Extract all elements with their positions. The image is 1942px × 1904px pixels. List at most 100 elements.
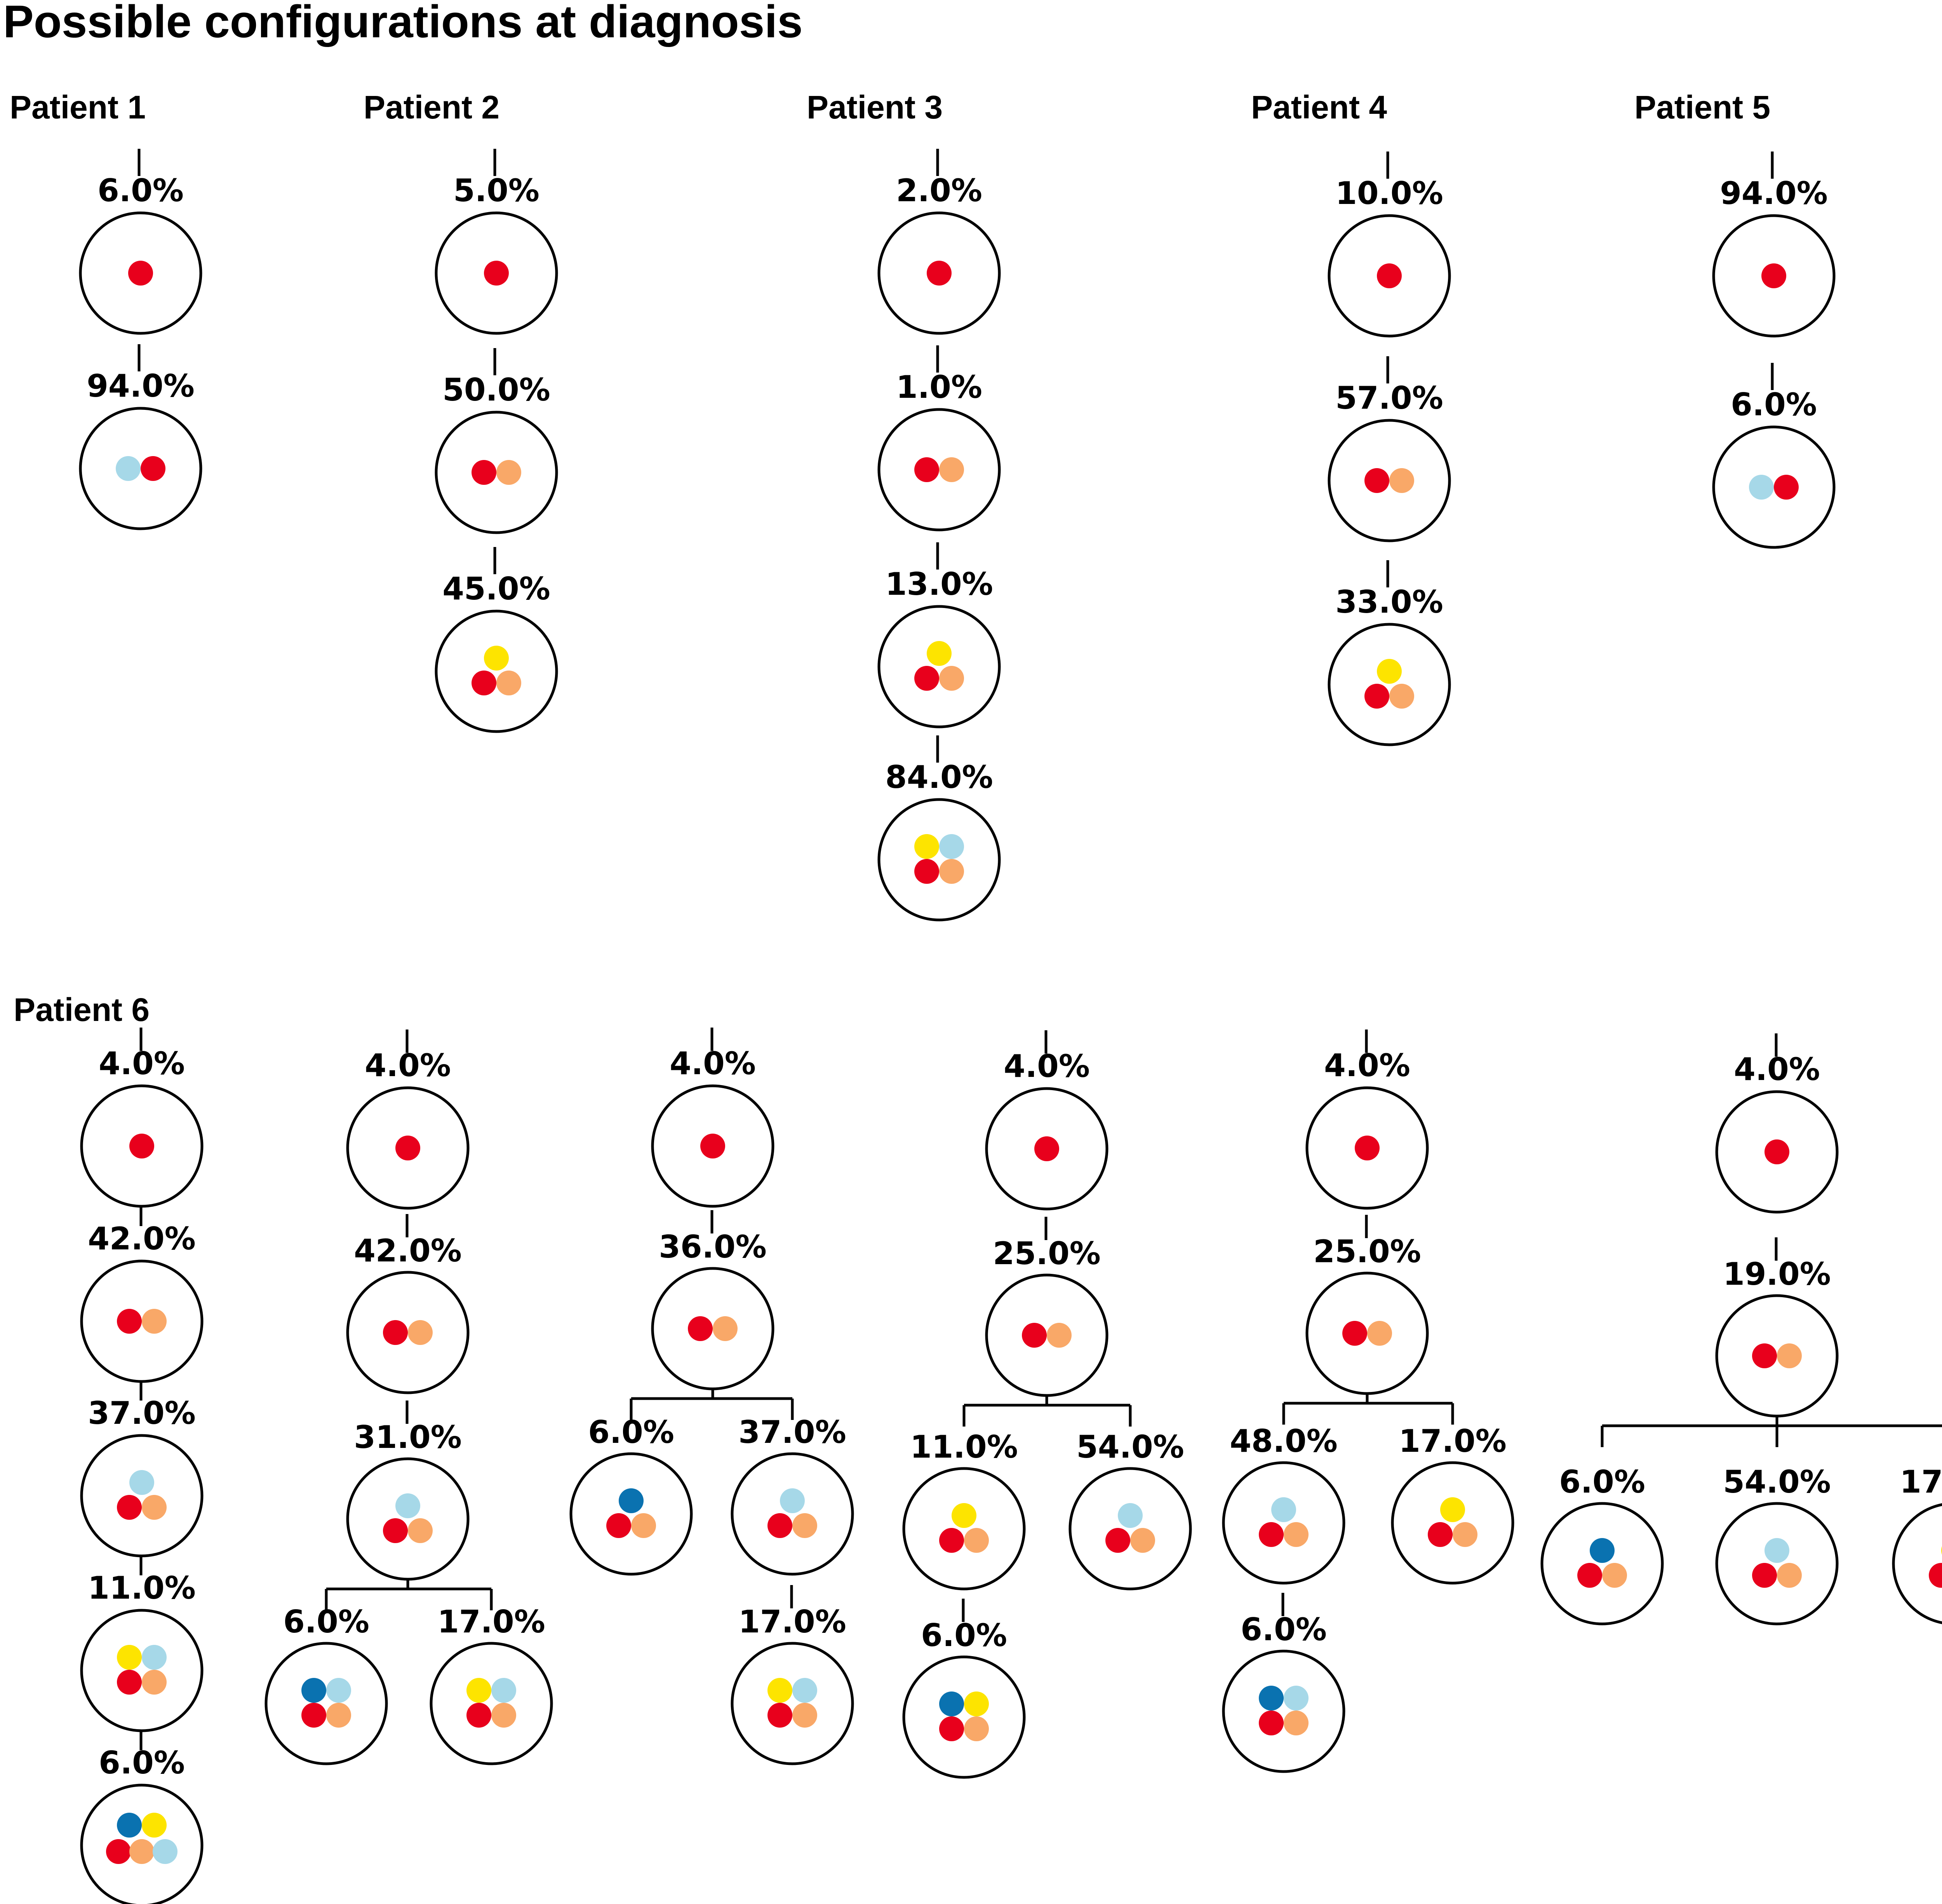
clone-dot-red: [927, 261, 952, 286]
clone-dot-dark-blue: [1590, 1538, 1615, 1563]
cell-ring: [265, 1642, 388, 1765]
clone-dot-red: [1774, 475, 1799, 500]
patient-label-6: Patient 6: [14, 991, 150, 1028]
clone-dot-light-blue: [1271, 1497, 1296, 1522]
clone-dot-red: [1377, 263, 1402, 288]
config-node-p6-t5-2: 25.0%: [1305, 1233, 1429, 1395]
clone-dot-orange: [142, 1670, 167, 1695]
config-node-p6-t2-2: 42.0%: [346, 1233, 470, 1394]
clone-dot-orange: [496, 671, 521, 695]
percentage-label: 6.0%: [588, 1414, 674, 1450]
config-node-p6-t1-2: 42.0%: [80, 1221, 204, 1383]
percentage-label: 37.0%: [88, 1395, 196, 1431]
patient-label-2: Patient 2: [364, 89, 499, 125]
config-node-p6-t6-3: 6.0%: [1540, 1464, 1664, 1625]
clone-dot-orange: [1284, 1522, 1309, 1547]
percentage-label: 6.0%: [921, 1617, 1007, 1653]
clone-dot-dark-blue: [301, 1678, 326, 1703]
cell-ring: [902, 1655, 1026, 1779]
percentage-label: 11.0%: [88, 1570, 196, 1606]
clone-dot-red: [1034, 1136, 1059, 1161]
config-node-p1-1: 6.0%: [79, 172, 202, 335]
clone-dot-light-blue: [395, 1493, 420, 1518]
percentage-label: 42.0%: [88, 1221, 196, 1257]
config-node-p5-1: 94.0%: [1712, 175, 1836, 338]
percentage-label: 4.0%: [1324, 1047, 1410, 1084]
cell-ring: [80, 1434, 204, 1557]
cell-ring: [1391, 1461, 1514, 1585]
percentage-label: 25.0%: [1313, 1233, 1421, 1270]
config-node-p6-t6-2: 19.0%: [1715, 1256, 1839, 1418]
cell-ring: [1328, 623, 1451, 746]
cell-ring: [1222, 1650, 1345, 1773]
clone-dot-red: [383, 1320, 408, 1345]
config-node-p6-t4-1: 4.0%: [985, 1048, 1108, 1211]
clone-dot-orange: [792, 1703, 817, 1728]
clone-dot-red: [383, 1518, 408, 1543]
clone-dot-light-blue: [153, 1839, 177, 1864]
config-node-p4-1: 10.0%: [1328, 175, 1451, 338]
percentage-label: 4.0%: [99, 1045, 185, 1082]
clone-dot-orange: [939, 457, 964, 482]
config-node-p3-3: 13.0%: [877, 566, 1001, 728]
percentage-label: 5.0%: [453, 172, 539, 209]
clone-dot-red: [117, 1670, 142, 1695]
clone-dot-light-blue: [1118, 1503, 1143, 1528]
cell-ring: [435, 610, 558, 733]
config-node-p6-t6-1: 4.0%: [1715, 1051, 1839, 1214]
clone-dot-light-blue: [142, 1645, 167, 1670]
percentage-label: 4.0%: [1004, 1048, 1090, 1084]
clone-dot-yellow: [484, 646, 509, 671]
clone-dot-red: [472, 460, 496, 485]
clone-dot-red: [117, 1309, 142, 1334]
config-node-p6-t1-4: 11.0%: [80, 1570, 204, 1732]
clone-dot-orange: [408, 1518, 433, 1543]
percentage-label: 17.0%: [738, 1604, 846, 1640]
clone-dot-orange: [1777, 1343, 1802, 1368]
clone-dot-red: [484, 261, 509, 286]
config-node-p6-t3-5: 17.0%: [731, 1604, 854, 1765]
clone-dot-red: [472, 671, 496, 695]
config-node-p6-t4-2: 25.0%: [985, 1235, 1108, 1397]
percentage-label: 42.0%: [354, 1233, 462, 1269]
clone-dot-red: [700, 1134, 725, 1158]
clone-dot-light-blue: [792, 1678, 817, 1703]
config-node-p6-t6-5: 17.0%: [1892, 1464, 1942, 1624]
cell-ring: [346, 1457, 470, 1581]
clone-dot-yellow: [927, 641, 952, 666]
config-node-p6-t3-2: 36.0%: [651, 1229, 774, 1390]
clone-dot-orange: [1367, 1321, 1392, 1346]
clone-dot-orange: [129, 1839, 154, 1864]
clone-dot-red: [1761, 263, 1786, 288]
clone-dot-orange: [491, 1703, 516, 1728]
config-node-p6-t3-4: 37.0%: [731, 1414, 854, 1576]
percentage-label: 4.0%: [1734, 1051, 1820, 1087]
config-node-p6-t4-5: 6.0%: [902, 1617, 1026, 1779]
percentage-label: 10.0%: [1335, 175, 1443, 211]
clone-dot-dark-blue: [1259, 1686, 1284, 1711]
config-node-p6-t5-1: 4.0%: [1305, 1047, 1429, 1210]
clone-dot-light-blue: [1749, 475, 1774, 500]
clone-dot-red: [395, 1136, 420, 1160]
clone-dot-yellow: [964, 1691, 989, 1716]
percentage-label: 84.0%: [885, 759, 993, 795]
config-node-p2-3: 45.0%: [435, 571, 558, 733]
percentage-label: 6.0%: [1731, 387, 1817, 423]
config-node-p4-2: 57.0%: [1328, 380, 1451, 542]
percentage-label: 94.0%: [87, 368, 195, 404]
clone-dot-red: [914, 457, 939, 482]
cell-ring: [1222, 1461, 1345, 1585]
percentage-label: 1.0%: [896, 369, 982, 405]
clone-dot-light-blue: [326, 1678, 351, 1703]
clone-dot-red: [1022, 1323, 1047, 1348]
edges-layer: [137, 149, 1942, 1750]
nodes-layer: 6.0% 94.0% 5.0% 50.0% 45.0% 2.0% 1.0% 13.0% 84.0…: [79, 172, 1942, 1904]
clone-dot-red: [1355, 1136, 1380, 1160]
percentage-label: 45.0%: [442, 571, 550, 607]
percentage-label: 33.0%: [1335, 584, 1443, 620]
percentage-label: 17.0%: [1399, 1423, 1507, 1459]
clone-dot-red: [1364, 684, 1389, 709]
clone-dot-red: [767, 1513, 792, 1538]
clone-dot-orange: [1047, 1323, 1072, 1348]
patient-label-4: Patient 4: [1251, 89, 1387, 125]
